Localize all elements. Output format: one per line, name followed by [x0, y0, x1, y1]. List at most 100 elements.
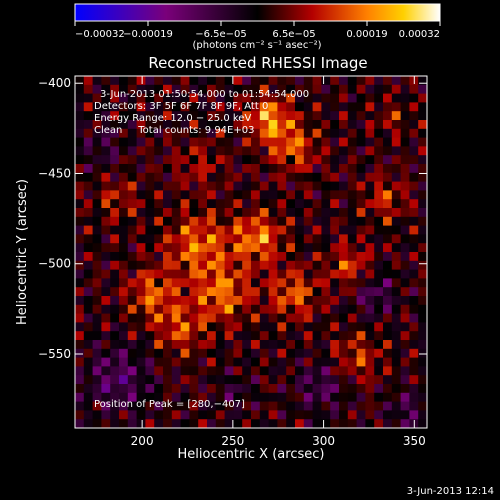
heatmap-cell: [330, 340, 340, 350]
heatmap-cell: [189, 348, 199, 358]
heatmap-cell: [180, 190, 190, 200]
heatmap-cell: [259, 304, 269, 314]
heatmap-cell: [119, 357, 129, 367]
heatmap-cell: [171, 348, 181, 358]
heatmap-cell: [163, 278, 173, 288]
heatmap-cell: [127, 384, 137, 394]
heatmap-cell: [312, 366, 322, 376]
heatmap-cell: [224, 340, 234, 350]
heatmap-cell: [286, 278, 296, 288]
heatmap-cell: [136, 366, 146, 376]
y-tick-label: −400: [38, 76, 71, 90]
heatmap-cell: [215, 164, 225, 174]
heatmap-cell: [154, 155, 164, 165]
heatmap-cell: [339, 410, 349, 420]
heatmap-cell: [127, 84, 137, 94]
heatmap-cell: [330, 128, 340, 138]
heatmap-cell: [207, 216, 217, 226]
heatmap-cell: [312, 76, 322, 86]
heatmap-cell: [303, 331, 313, 341]
heatmap-cell: [347, 348, 357, 358]
heatmap-cell: [251, 296, 261, 306]
heatmap-cell: [215, 401, 225, 411]
heatmap-cell: [312, 384, 322, 394]
heatmap-cell: [215, 120, 225, 130]
heatmap-cell: [198, 340, 208, 350]
heatmap-cell: [356, 172, 366, 182]
heatmap-cell: [286, 401, 296, 411]
heatmap-cell: [110, 348, 120, 358]
heatmap-cell: [347, 199, 357, 209]
heatmap-cell: [321, 102, 331, 112]
heatmap-cell: [127, 243, 137, 253]
heatmap-cell: [75, 84, 85, 94]
heatmap-cell: [330, 137, 340, 147]
heatmap-cell: [189, 120, 199, 130]
heatmap-cell: [242, 199, 252, 209]
heatmap-cell: [347, 410, 357, 420]
heatmap-cell: [110, 243, 120, 253]
heatmap-cell: [330, 102, 340, 112]
heatmap-cell: [145, 234, 155, 244]
heatmap-cell: [321, 225, 331, 235]
heatmap-cell: [92, 146, 102, 156]
heatmap-cell: [277, 401, 287, 411]
heatmap-cell: [339, 260, 349, 270]
heatmap-cell: [92, 93, 102, 103]
heatmap-cell: [339, 208, 349, 218]
heatmap-cell: [75, 304, 85, 314]
heatmap-cell: [224, 269, 234, 279]
heatmap-cell: [347, 190, 357, 200]
heatmap-cell: [127, 216, 137, 226]
heatmap-cell: [312, 181, 322, 191]
heatmap-cell: [224, 190, 234, 200]
heatmap-cell: [189, 155, 199, 165]
heatmap-cell: [233, 340, 243, 350]
heatmap-cell: [92, 392, 102, 402]
y-tick-label: −550: [38, 347, 71, 361]
heatmap-cell: [268, 313, 278, 323]
heatmap-cell: [119, 111, 129, 121]
heatmap-cell: [242, 366, 252, 376]
annotation-clean-counts: Clean Total counts: 9.94E+03: [94, 125, 254, 136]
heatmap-cell: [383, 357, 393, 367]
heatmap-cell: [145, 111, 155, 121]
heatmap-cell: [365, 313, 375, 323]
heatmap-cell: [127, 278, 137, 288]
heatmap-cell: [365, 296, 375, 306]
heatmap-cell: [418, 287, 428, 297]
heatmap-cell: [251, 313, 261, 323]
heatmap-cell: [312, 102, 322, 112]
heatmap-cell: [321, 313, 331, 323]
heatmap-cell: [83, 340, 93, 350]
heatmap-cell: [171, 208, 181, 218]
heatmap-cell: [251, 401, 261, 411]
heatmap-cell: [286, 357, 296, 367]
heatmap-cell: [136, 181, 146, 191]
heatmap-cell: [83, 164, 93, 174]
heatmap-cell: [119, 340, 129, 350]
heatmap-cell: [295, 296, 305, 306]
heatmap-cell: [136, 278, 146, 288]
heatmap-cell: [224, 102, 234, 112]
heatmap-cell: [418, 208, 428, 218]
heatmap-cell: [198, 348, 208, 358]
heatmap-cell: [277, 366, 287, 376]
heatmap-cell: [356, 181, 366, 191]
heatmap-cell: [339, 252, 349, 262]
heatmap-cell: [330, 172, 340, 182]
heatmap-cell: [92, 137, 102, 147]
heatmap-cell: [268, 155, 278, 165]
heatmap-cell: [224, 76, 234, 86]
heatmap-cell: [391, 84, 401, 94]
heatmap-cell: [251, 322, 261, 332]
heatmap-cell: [207, 392, 217, 402]
heatmap-cell: [189, 322, 199, 332]
heatmap-cell: [189, 93, 199, 103]
heatmap-cell: [409, 84, 419, 94]
heatmap-cell: [180, 357, 190, 367]
heatmap-cell: [330, 252, 340, 262]
heatmap-cell: [171, 111, 181, 121]
heatmap-cell: [295, 243, 305, 253]
heatmap-cell: [110, 102, 120, 112]
